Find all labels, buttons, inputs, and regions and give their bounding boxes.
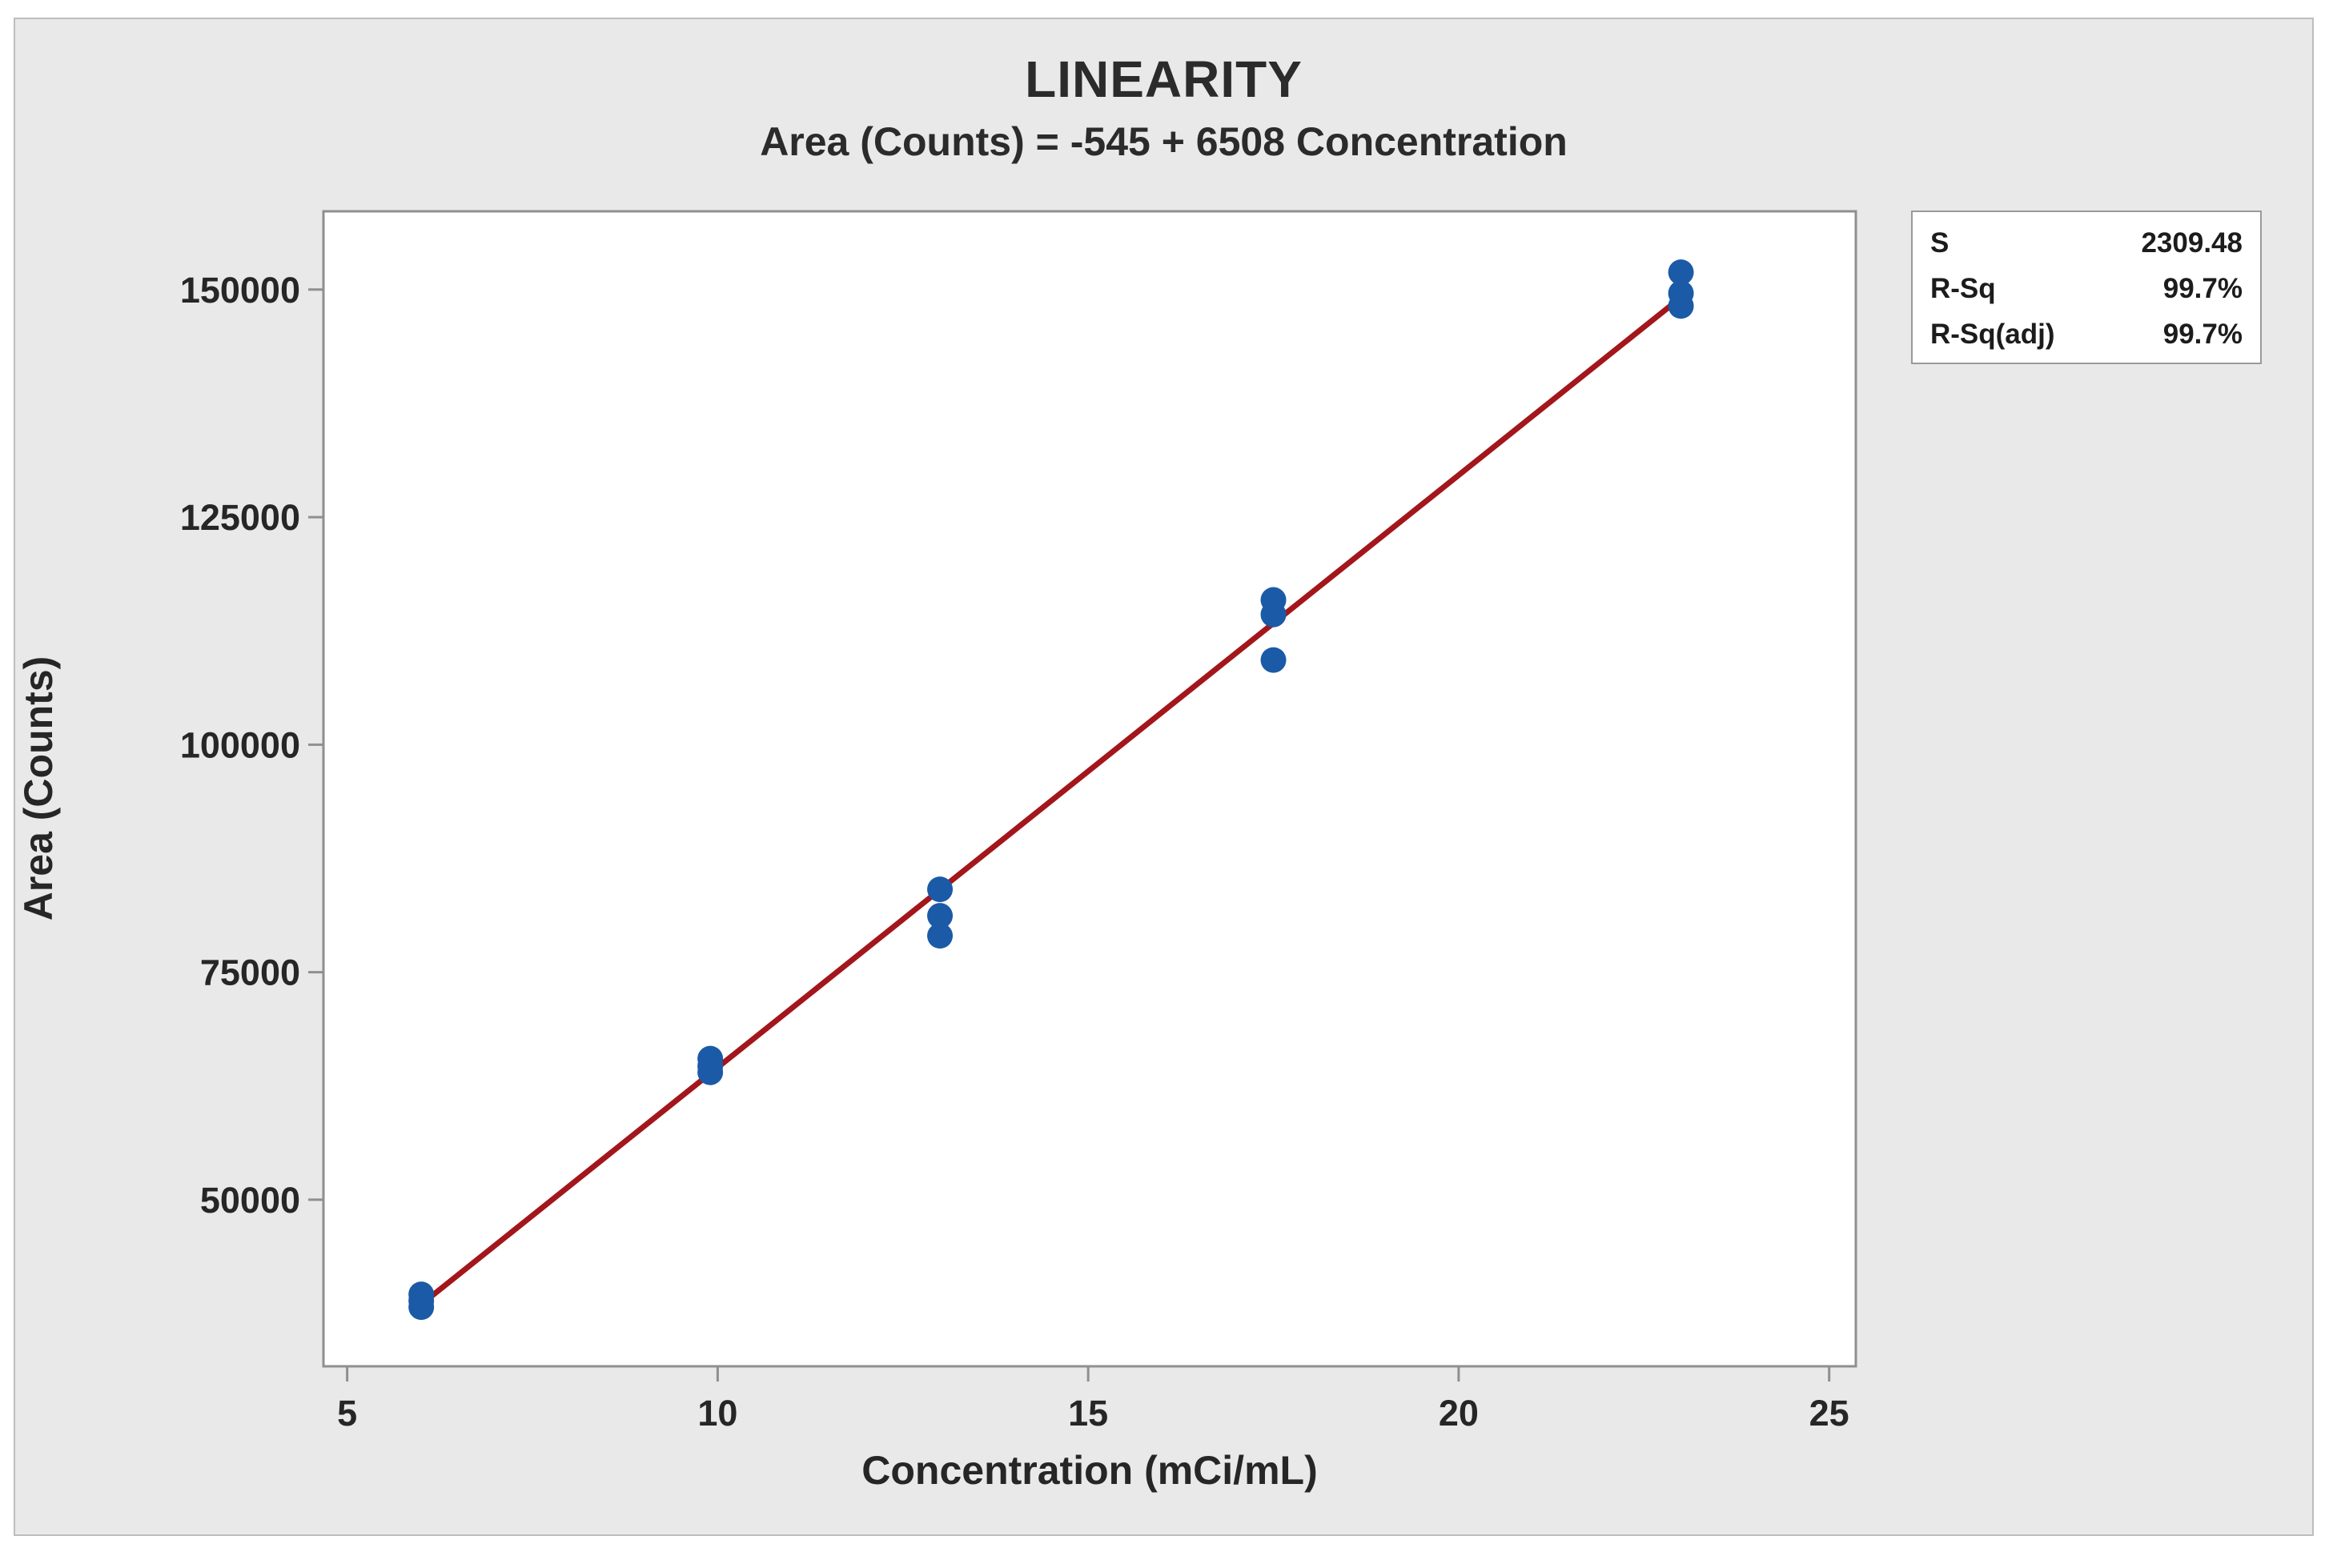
stat-label: R-Sq [1930, 273, 1996, 304]
chart-title: LINEARITY [1025, 50, 1303, 108]
data-point [697, 1059, 724, 1085]
y-tick-label: 75000 [200, 952, 300, 993]
stat-row-rsq-adj: R-Sq(adj) 99.7% [1930, 318, 2243, 351]
y-tick-label: 50000 [200, 1180, 300, 1221]
stat-value: 99.7% [2162, 319, 2243, 350]
stat-value: 99.7% [2162, 273, 2243, 304]
stat-label: S [1930, 227, 1950, 259]
stat-label: R-Sq(adj) [1930, 319, 2055, 350]
stat-row-rsq: R-Sq 99.7% [1930, 272, 2243, 306]
y-tick-label: 100000 [180, 724, 300, 765]
y-tick-label: 125000 [180, 497, 300, 538]
y-tick-label: 150000 [180, 270, 300, 311]
data-point [408, 1294, 435, 1321]
stat-row-s: S 2309.48 [1930, 227, 2243, 260]
plot-frame [322, 210, 1857, 1368]
model-summary-box: S 2309.48 R-Sq 99.7% R-Sq(adj) 99.7% [1911, 211, 2262, 364]
data-point [1668, 293, 1694, 319]
x-tick-label: 10 [697, 1393, 737, 1434]
x-axis-label: Concentration (mCi/mL) [861, 1448, 1318, 1493]
x-tick-label: 25 [1809, 1393, 1849, 1434]
stat-value: 2309.48 [2141, 227, 2243, 259]
data-point [927, 923, 954, 949]
data-point [1668, 259, 1694, 286]
x-tick-label: 15 [1068, 1393, 1108, 1434]
data-point [1260, 647, 1287, 673]
y-axis-label: Area (Counts) [16, 656, 61, 921]
data-point [927, 876, 954, 903]
fitted-line [419, 295, 1683, 1307]
title-block: LINEARITY Area (Counts) = -545 + 6508 Co… [15, 50, 2312, 165]
data-point [927, 903, 954, 929]
x-tick-label: 5 [337, 1393, 357, 1434]
regression-equation: Area (Counts) = -545 + 6508 Concentratio… [760, 119, 1568, 164]
x-tick-label: 20 [1439, 1393, 1479, 1434]
data-point [1260, 601, 1287, 628]
